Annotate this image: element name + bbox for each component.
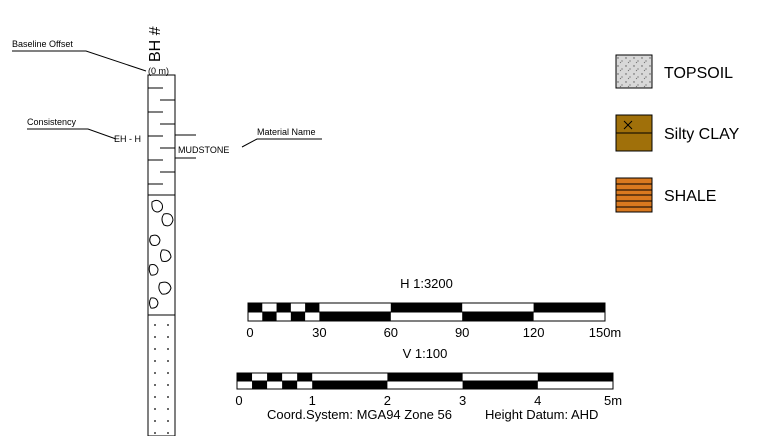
dot [154,372,156,374]
scale-block [462,312,534,321]
depth-label: (0 m) [148,66,169,76]
scale-block [390,303,463,312]
dot [167,420,169,422]
scale-block [252,381,268,389]
scale-block [282,381,298,389]
dot [167,360,169,362]
dot [167,432,169,434]
scale-tick-label: 150m [589,325,622,340]
dot [154,420,156,422]
scale-block [237,373,253,381]
legend-label: SHALE [664,188,716,205]
dot [154,336,156,338]
scale-block [312,381,388,389]
scale-block [267,373,283,381]
legend [615,54,653,213]
scale-block [290,312,306,321]
dot [167,408,169,410]
legend-label: TOPSOIL [664,65,733,82]
dot [154,324,156,326]
scale-block [276,303,291,312]
scale-tick-label: 1 [309,393,316,408]
scale-block [533,303,605,312]
scale-tick-label: 60 [384,325,398,340]
scale-title: V 1:100 [403,346,448,361]
scale-tick-label: 4 [534,393,541,408]
dot [167,336,169,338]
coord-system: Coord.System: MGA94 Zone 56 [267,407,452,422]
scale-tick-label: 2 [384,393,391,408]
scale-tick-label: 0 [235,393,242,408]
consistency-label: Consistency [27,117,77,127]
dot [154,348,156,350]
material-name-label: Material Name [257,127,316,137]
leader-line [241,138,322,148]
dot [154,408,156,410]
scale-block [248,303,263,312]
consistency-value: EH - H [114,134,141,144]
dot [154,432,156,434]
dot [154,396,156,398]
scale-block [462,381,538,389]
dot [154,384,156,386]
scale-tick-label: 5m [604,393,622,408]
borehole-title: BH # [147,26,164,62]
material-label: MUDSTONE [178,145,229,155]
leader-line [12,50,147,72]
dot [167,372,169,374]
scale-block [305,303,320,312]
scale-block [319,312,391,321]
borehole-column [147,74,196,436]
dot [167,384,169,386]
scale-block [297,373,313,381]
scale-tick-label: 0 [246,325,253,340]
scale-tick-label: 3 [459,393,466,408]
height-datum: Height Datum: AHD [485,407,598,422]
scale-block [387,373,463,381]
dot [167,324,169,326]
scale-tick-label: 30 [312,325,326,340]
scale-tick-label: 90 [455,325,469,340]
scale-block [262,312,277,321]
scale-tick-label: 120 [523,325,545,340]
leader-line [27,128,117,140]
baseline-offset-label: Baseline Offset [12,39,73,49]
dot [167,396,169,398]
scale-title: H 1:3200 [400,276,453,291]
legend-label: Silty CLAY [664,126,740,143]
scale-block [537,373,613,381]
dot [154,360,156,362]
dot [167,348,169,350]
